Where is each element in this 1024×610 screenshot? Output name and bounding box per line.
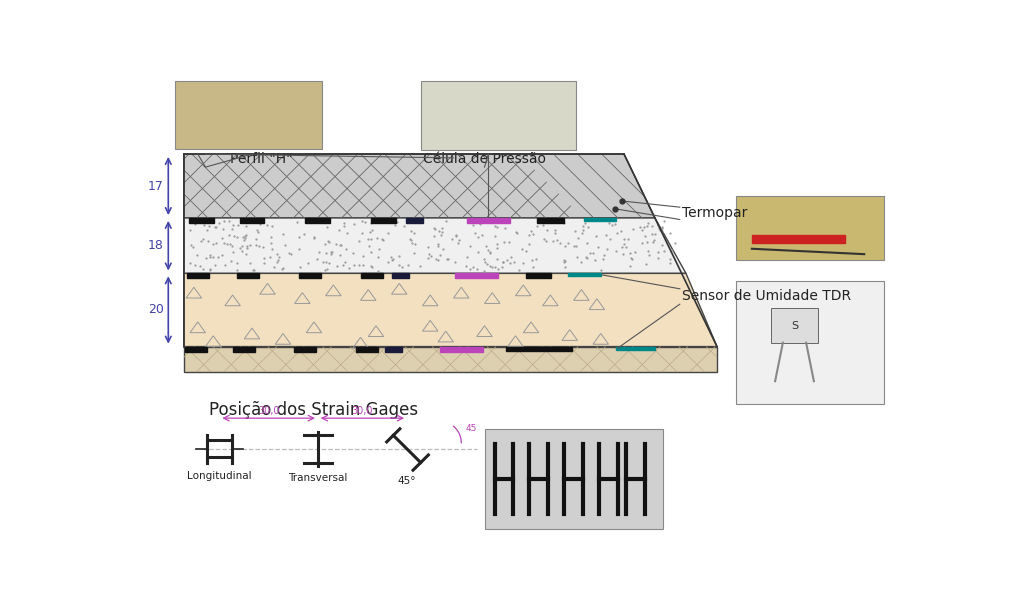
Bar bbox=[407, 218, 423, 223]
Text: Termopar: Termopar bbox=[682, 206, 748, 220]
Bar bbox=[185, 346, 207, 351]
Text: 30,0: 30,0 bbox=[351, 406, 373, 416]
Bar bbox=[372, 218, 396, 223]
Polygon shape bbox=[183, 218, 686, 273]
Bar bbox=[238, 273, 259, 278]
Text: Célula de Pressão: Célula de Pressão bbox=[423, 152, 546, 167]
Bar bbox=[240, 218, 264, 223]
Bar bbox=[537, 218, 564, 223]
Polygon shape bbox=[183, 346, 717, 372]
Bar bbox=[356, 346, 378, 351]
Polygon shape bbox=[183, 273, 717, 346]
Text: Longitudinal: Longitudinal bbox=[187, 471, 252, 481]
Text: Sensor de Umidade TDR: Sensor de Umidade TDR bbox=[682, 290, 851, 304]
Bar bbox=[305, 218, 331, 223]
Bar bbox=[752, 235, 845, 243]
Bar bbox=[174, 81, 322, 149]
Bar bbox=[467, 218, 510, 223]
Bar bbox=[484, 429, 663, 529]
Text: Posição dos Strain Gages: Posição dos Strain Gages bbox=[210, 401, 419, 420]
Text: 45°: 45° bbox=[397, 476, 416, 486]
Bar bbox=[233, 346, 255, 351]
Text: Transversal: Transversal bbox=[288, 473, 347, 483]
Text: Perfil "H": Perfil "H" bbox=[230, 152, 293, 167]
Bar bbox=[506, 346, 571, 351]
Text: 30,0: 30,0 bbox=[258, 406, 280, 416]
Bar bbox=[189, 218, 214, 223]
Text: 18: 18 bbox=[147, 239, 164, 252]
Bar bbox=[736, 281, 884, 404]
Bar bbox=[526, 273, 551, 278]
Text: 45: 45 bbox=[466, 425, 477, 434]
Bar bbox=[584, 218, 616, 221]
Bar bbox=[385, 346, 401, 351]
Bar bbox=[736, 196, 884, 259]
Bar bbox=[421, 81, 575, 150]
Bar bbox=[616, 346, 655, 350]
Bar bbox=[361, 273, 383, 278]
Bar bbox=[456, 273, 498, 278]
Bar bbox=[440, 346, 482, 351]
Text: S: S bbox=[791, 321, 798, 331]
Text: 20: 20 bbox=[147, 304, 164, 317]
Bar bbox=[187, 273, 209, 278]
Bar bbox=[299, 273, 321, 278]
Bar bbox=[392, 273, 410, 278]
Bar bbox=[568, 273, 601, 276]
Text: 17: 17 bbox=[147, 179, 164, 193]
Bar bbox=[771, 308, 818, 343]
Polygon shape bbox=[183, 154, 655, 218]
Bar bbox=[294, 346, 315, 351]
